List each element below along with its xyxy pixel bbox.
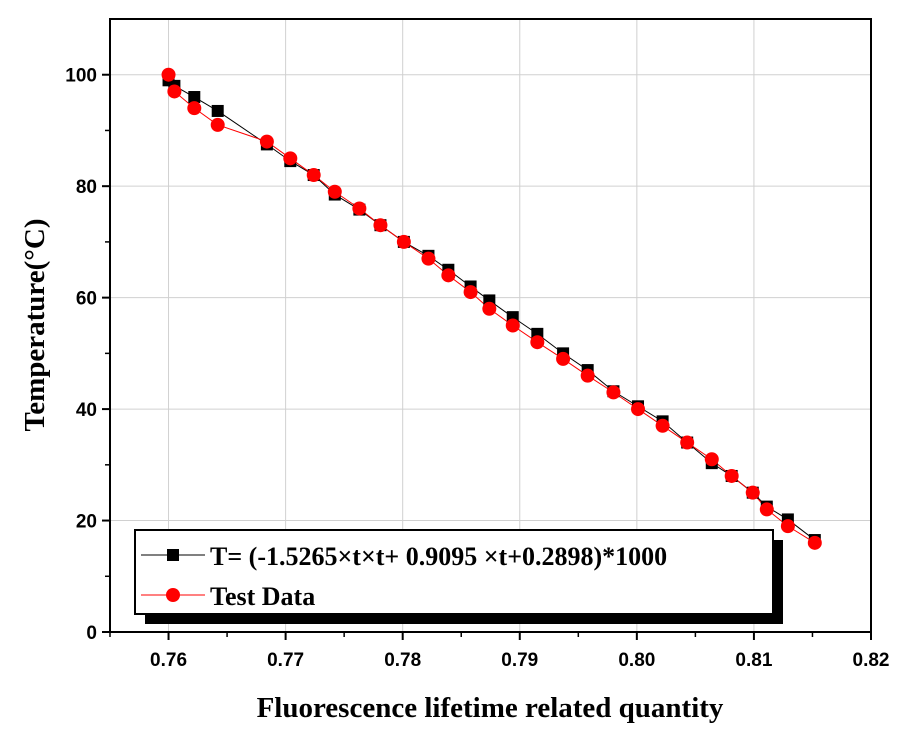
data-point-circle — [259, 134, 274, 149]
grid — [110, 19, 872, 632]
legend-box — [134, 529, 774, 615]
y-tick-label: 20 — [76, 512, 97, 533]
data-point-circle — [167, 84, 182, 99]
data-point-circle — [283, 151, 298, 166]
data-point-circle — [807, 535, 822, 550]
plot-area-frame — [109, 18, 872, 633]
data-point-circle — [580, 368, 595, 383]
y-tick-label: 40 — [76, 400, 97, 421]
data-point-circle — [187, 101, 202, 116]
data-point-circle — [759, 502, 774, 517]
x-tick-label: 0.79 — [501, 650, 538, 671]
data-point-square — [211, 104, 224, 117]
data-point-circle — [724, 468, 739, 483]
legend-label-test: Test Data — [210, 582, 315, 611]
legend-marker-circle — [166, 588, 180, 602]
data-point-circle — [441, 268, 456, 283]
data-point-circle — [680, 435, 695, 450]
data-point-circle — [210, 117, 225, 132]
legend-label-fit: T= (-1.5265×t×t+ 0.9095 ×t+0.2898)*1000 — [210, 542, 667, 571]
x-tick-label: 0.78 — [384, 650, 421, 671]
y-axis-title: Temperature(°C) — [19, 219, 51, 432]
series-layer — [161, 67, 822, 550]
data-point-circle — [505, 318, 520, 333]
data-point-square — [188, 91, 201, 104]
data-point-circle — [556, 351, 571, 366]
data-point-circle — [745, 485, 760, 500]
data-point-circle — [373, 218, 388, 233]
x-tick-label: 0.82 — [853, 650, 890, 671]
legend: T= (-1.5265×t×t+ 0.9095 ×t+0.2898)*1000 … — [134, 529, 783, 624]
legend-marker-square — [167, 549, 179, 561]
x-tick-label: 0.80 — [618, 650, 655, 671]
data-point-circle — [352, 201, 367, 216]
data-point-circle — [606, 385, 621, 400]
data-point-circle — [631, 402, 646, 417]
x-tick-label: 0.77 — [267, 650, 304, 671]
data-point-circle — [530, 335, 545, 350]
x-tick-label: 0.76 — [150, 650, 187, 671]
x-axis-title: Fluorescence lifetime related quantity — [257, 692, 724, 724]
x-tick-label: 0.81 — [735, 650, 772, 671]
data-point-circle — [327, 184, 342, 199]
data-point-circle — [482, 301, 497, 316]
data-point-circle — [463, 285, 478, 300]
data-point-circle — [306, 168, 321, 183]
data-point-circle — [780, 519, 795, 534]
data-point-circle — [161, 67, 176, 82]
data-point-circle — [421, 251, 436, 266]
y-tick-label: 60 — [76, 289, 97, 310]
y-tick-label: 100 — [65, 66, 97, 87]
data-point-circle — [396, 234, 411, 249]
data-point-circle — [704, 452, 719, 467]
y-tick-label: 80 — [76, 177, 97, 198]
data-point-circle — [655, 418, 670, 433]
axis-ticks: 0.76 0.77 0.78 0.79 0.80 0.81 0.82 0 20 40 60 80 100 — [65, 66, 889, 671]
y-tick-label: 0 — [86, 623, 97, 644]
